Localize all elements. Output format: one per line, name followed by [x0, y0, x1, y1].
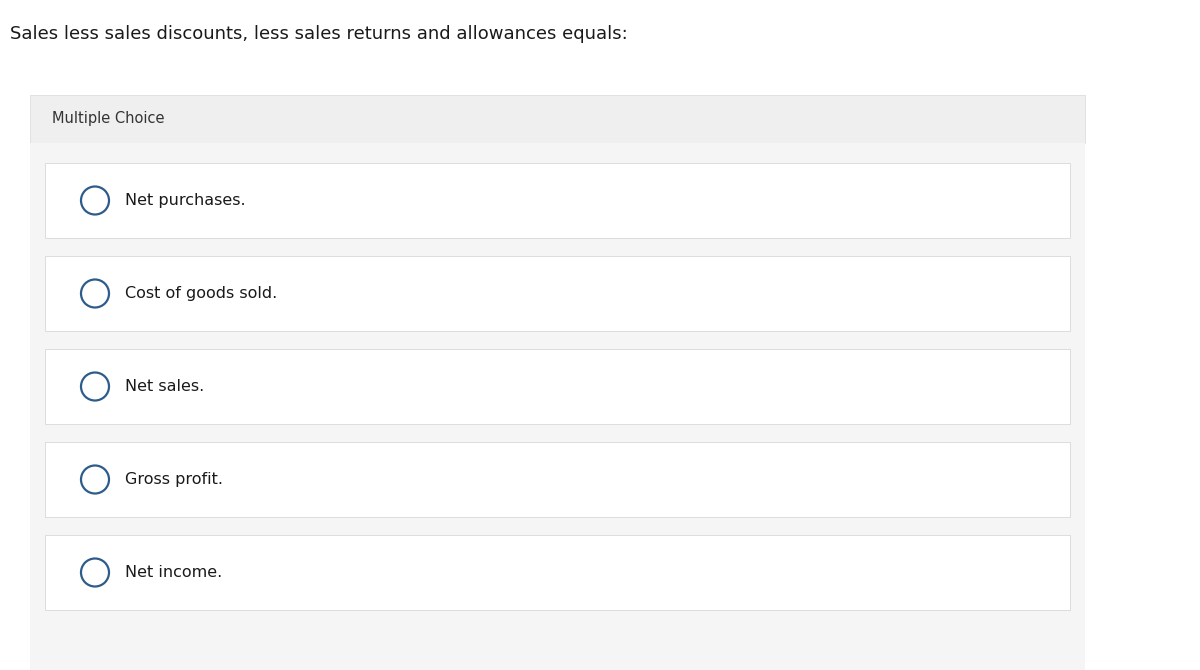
- Text: Multiple Choice: Multiple Choice: [52, 111, 164, 127]
- Text: Net income.: Net income.: [125, 565, 222, 580]
- FancyBboxPatch shape: [46, 442, 1070, 517]
- FancyBboxPatch shape: [30, 143, 1085, 670]
- Text: Net sales.: Net sales.: [125, 379, 204, 394]
- Text: Net purchases.: Net purchases.: [125, 193, 246, 208]
- FancyBboxPatch shape: [46, 349, 1070, 424]
- FancyBboxPatch shape: [46, 163, 1070, 238]
- FancyBboxPatch shape: [30, 95, 1085, 143]
- FancyBboxPatch shape: [46, 256, 1070, 331]
- FancyBboxPatch shape: [46, 535, 1070, 610]
- Text: Gross profit.: Gross profit.: [125, 472, 223, 487]
- Text: Sales less sales discounts, less sales returns and allowances equals:: Sales less sales discounts, less sales r…: [10, 25, 628, 43]
- Text: Cost of goods sold.: Cost of goods sold.: [125, 286, 277, 301]
